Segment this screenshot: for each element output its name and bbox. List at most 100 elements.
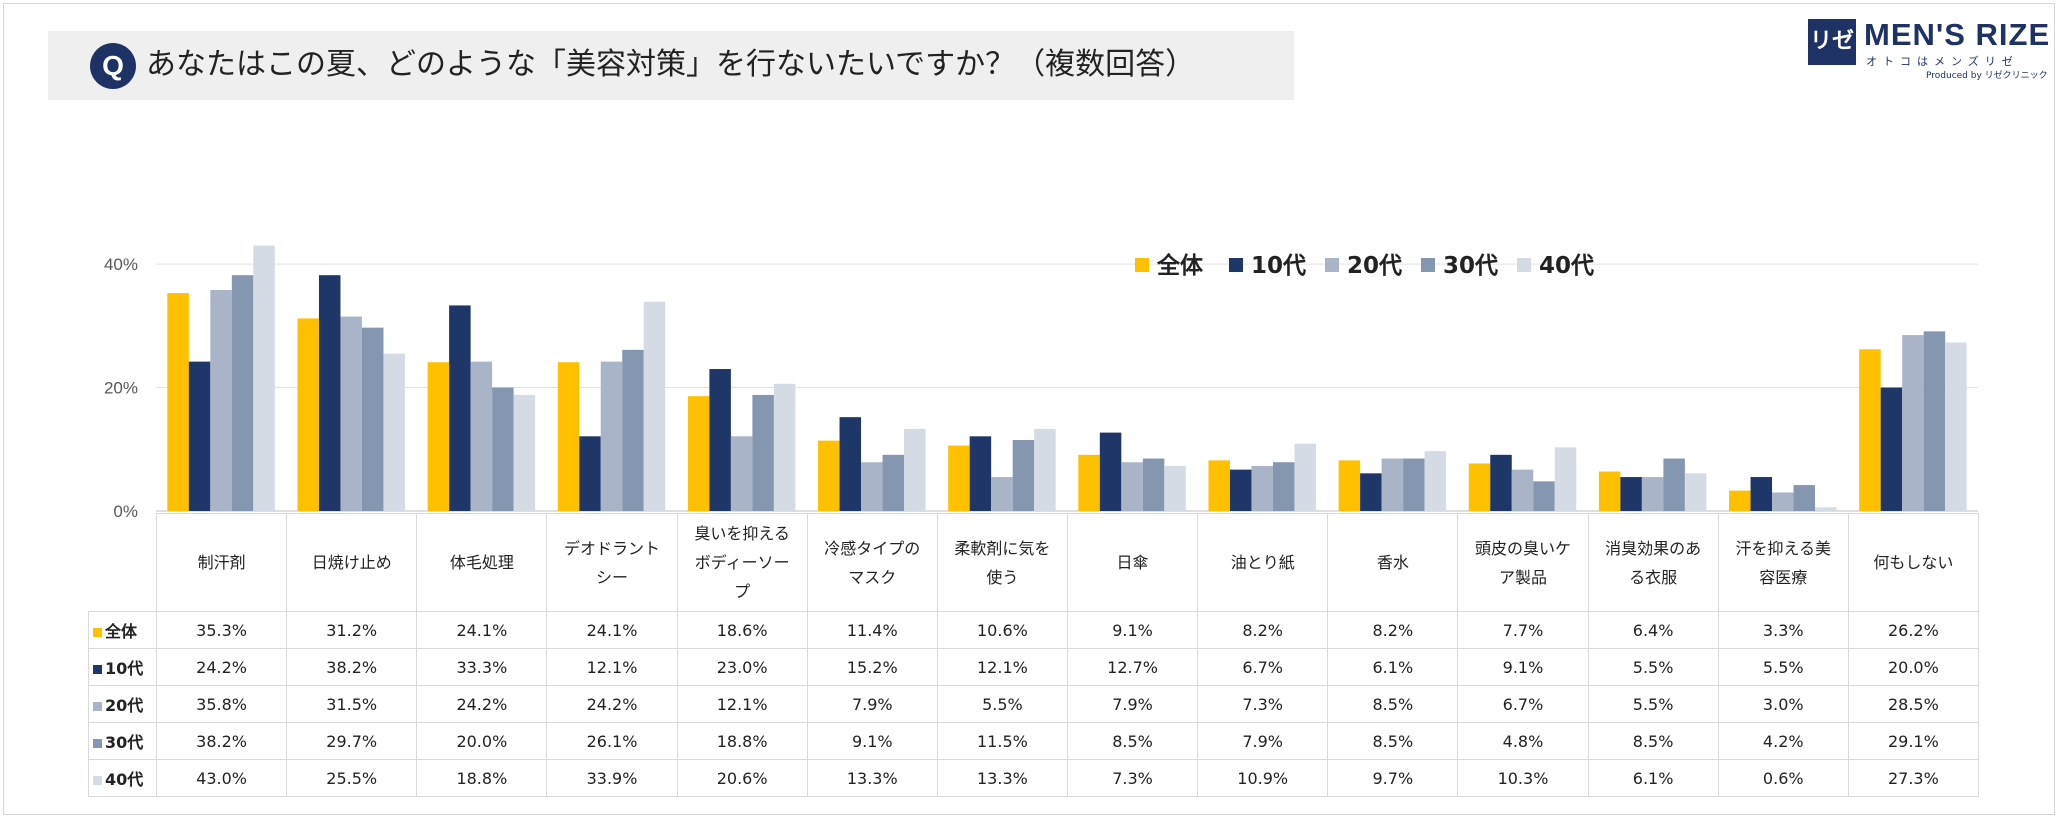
data-cell: 35.8%	[155, 685, 288, 723]
data-cell: 20.6%	[676, 759, 808, 797]
category-label-line: デオドラント	[563, 538, 660, 558]
bar	[969, 436, 992, 511]
category-label-line: シー	[595, 567, 628, 587]
data-cell: 3.3%	[1717, 611, 1849, 649]
category-label: 体毛処理	[416, 513, 548, 612]
data-cell: 29.7%	[286, 722, 418, 760]
data-cell: 13.3%	[936, 759, 1068, 797]
legend-swatch	[1517, 258, 1531, 272]
data-cell: 7.9%	[1066, 685, 1199, 723]
data-cell: 5.5%	[1587, 685, 1719, 723]
bar	[1294, 443, 1316, 511]
y-tick-label: 20%	[104, 379, 138, 398]
data-cell: 5.5%	[1717, 648, 1849, 686]
series-swatch	[93, 739, 102, 748]
bar	[1772, 492, 1794, 511]
table-row: 40代 43.0% 25.5% 18.8% 33.9% 20.6% 13.3% 13.3% 7.…	[88, 759, 1979, 797]
data-cell: 10.9%	[1197, 759, 1329, 797]
data-cell: 28.5%	[1847, 685, 1979, 723]
bar	[557, 362, 580, 511]
bar	[904, 428, 926, 511]
data-cell: 18.8%	[416, 759, 548, 797]
data-cell: 29.1%	[1847, 722, 1979, 760]
category-label-line: 日焼け止め	[311, 553, 392, 572]
category-label: 油とり紙	[1197, 513, 1329, 612]
bar	[1468, 463, 1491, 511]
data-cell: 20.0%	[416, 722, 548, 760]
bar	[1272, 462, 1295, 511]
data-cell: 8.5%	[1327, 685, 1459, 723]
data-cell: 6.1%	[1587, 759, 1719, 797]
series-label: 全体	[88, 611, 157, 649]
legend-label: 40代	[1539, 253, 1594, 279]
category-label-line: 容医療	[1759, 567, 1808, 587]
data-cell: 9.1%	[1066, 611, 1199, 649]
data-cell: 24.2%	[155, 648, 288, 686]
data-cell: 12.1%	[546, 648, 678, 686]
bar	[1859, 349, 1881, 511]
bar	[1121, 462, 1143, 511]
series-swatch	[93, 702, 102, 711]
bar	[1078, 454, 1100, 511]
legend-swatch	[1421, 258, 1435, 272]
series-swatch	[93, 776, 102, 785]
data-cell: 8.5%	[1587, 722, 1719, 760]
data-cell: 7.7%	[1457, 611, 1589, 649]
data-cell: 8.2%	[1197, 611, 1329, 649]
category-label-line: 汗を抑える美	[1735, 538, 1832, 558]
bar	[253, 245, 275, 512]
bar	[1142, 458, 1165, 511]
legend-label: 全体	[1156, 252, 1204, 279]
bar	[839, 417, 862, 511]
category-label-line: 体毛処理	[449, 553, 514, 572]
bar	[687, 396, 710, 511]
data-cell: 8.2%	[1327, 611, 1459, 649]
data-cell: 6.1%	[1327, 648, 1459, 686]
category-label: 汗を抑える美 容医療	[1717, 513, 1849, 612]
data-cell: 6.4%	[1587, 611, 1719, 649]
bar	[1750, 477, 1773, 511]
logo-tagline: オトコはメンズリゼ	[1866, 55, 2019, 68]
bar	[1099, 432, 1122, 511]
table-row: 30代 38.2% 29.7% 20.0% 26.1% 18.8% 9.1% 11.5% 8.5…	[88, 722, 1979, 760]
data-cell: 25.5%	[286, 759, 418, 797]
bar	[1381, 458, 1404, 511]
category-label: 日焼け止め	[286, 513, 418, 612]
bar	[1598, 471, 1621, 511]
category-label: 柔軟剤に気を 使う	[936, 513, 1068, 612]
legend-swatch	[1135, 258, 1149, 272]
category-label-line: 香水	[1376, 553, 1409, 572]
data-cell: 5.5%	[1587, 648, 1719, 686]
data-cell: 20.0%	[1847, 648, 1979, 686]
bar	[773, 383, 796, 511]
data-cell: 31.5%	[286, 685, 418, 723]
category-label-line: 制汗剤	[197, 553, 246, 572]
series-label: 30代	[88, 722, 157, 760]
bar	[730, 436, 753, 511]
data-cell: 11.4%	[806, 611, 938, 649]
table-row: 20代 35.8% 31.5% 24.2% 24.2% 12.1% 7.9% 5.5% 7.9%…	[88, 685, 1979, 723]
series-label: 20代	[88, 685, 157, 723]
bar	[383, 353, 405, 511]
data-cell: 5.5%	[936, 685, 1068, 723]
data-cell: 23.0%	[676, 648, 808, 686]
bar	[818, 440, 840, 511]
bar	[1554, 447, 1577, 511]
figure-frame	[3, 3, 2055, 815]
data-cell: 7.9%	[1197, 722, 1329, 760]
bar	[1684, 473, 1707, 511]
data-cell: 0.6%	[1717, 759, 1849, 797]
data-cell: 18.6%	[676, 611, 808, 649]
bar	[188, 361, 211, 511]
data-cell: 6.7%	[1197, 648, 1329, 686]
category-label-line: マスク	[848, 567, 897, 587]
data-cell: 9.1%	[1457, 648, 1589, 686]
bar	[1251, 465, 1273, 511]
bar	[297, 318, 319, 511]
data-cell: 7.9%	[806, 685, 938, 723]
data-cell: 8.5%	[1066, 722, 1199, 760]
data-cell: 18.8%	[676, 722, 808, 760]
category-label-line: 柔軟剤に気を	[954, 538, 1051, 558]
y-tick-label: 40%	[104, 255, 138, 274]
data-cell: 8.5%	[1327, 722, 1459, 760]
